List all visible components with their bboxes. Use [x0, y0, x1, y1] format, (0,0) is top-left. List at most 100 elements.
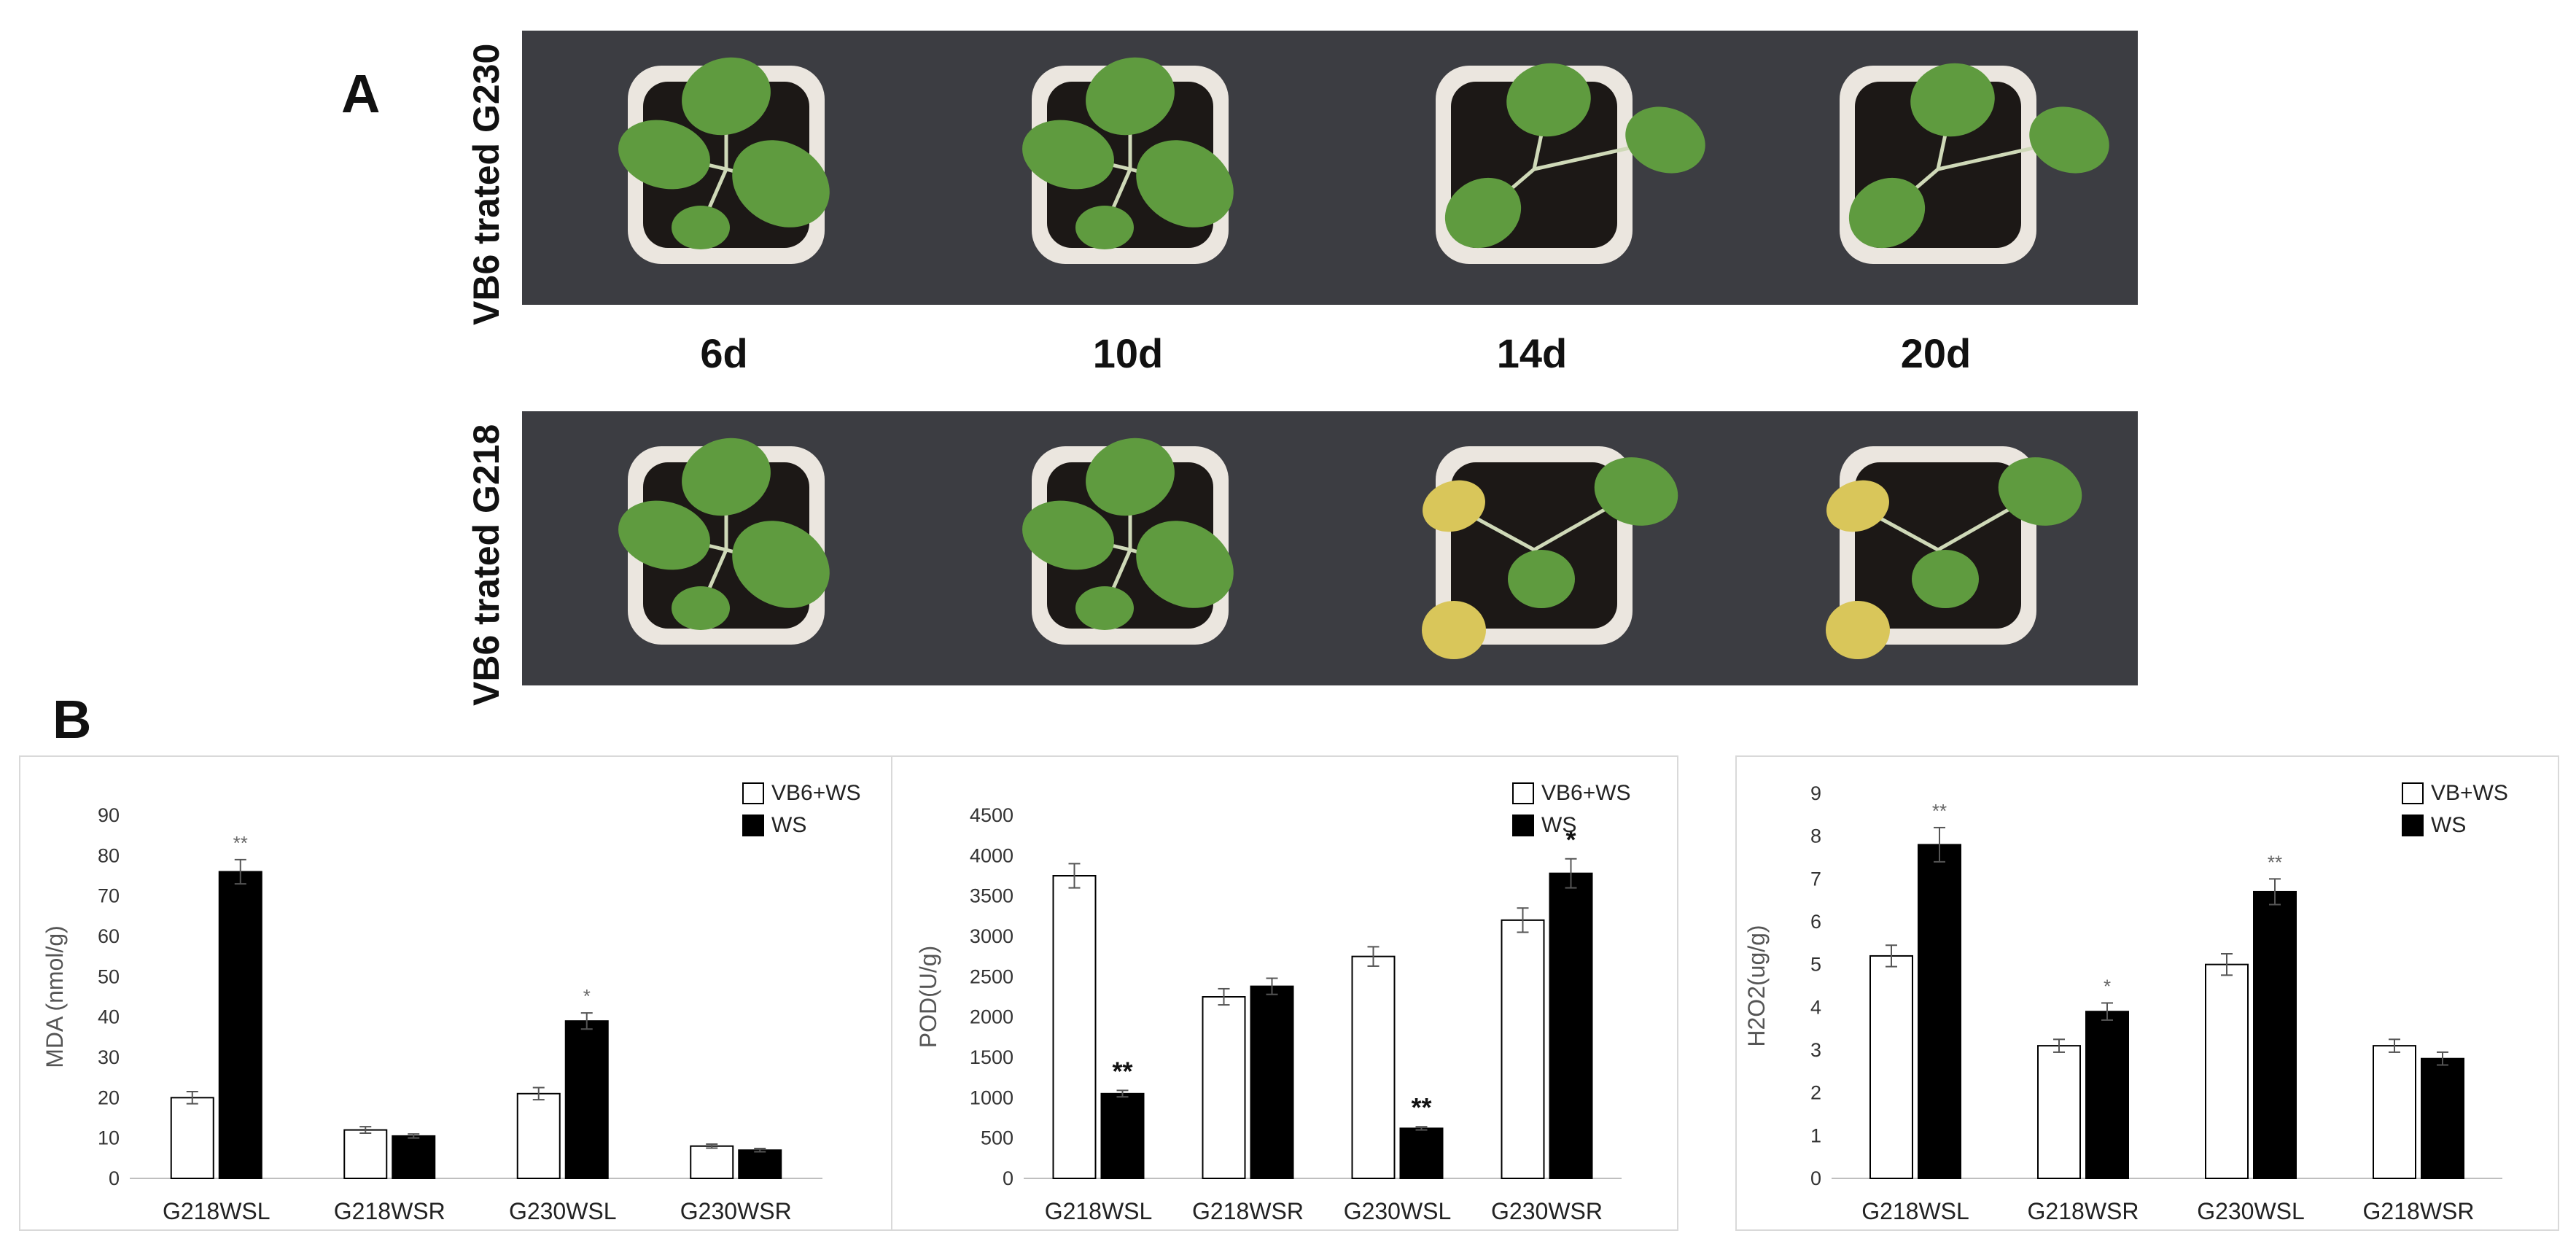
x-tick-label: G218WSR — [2028, 1198, 2139, 1224]
legend-swatch — [2402, 815, 2424, 836]
significance-marker: ** — [233, 832, 248, 854]
photo-g218-6d — [522, 411, 926, 685]
leaf — [1086, 57, 1175, 136]
leaf — [672, 206, 730, 249]
plant-photo-illustration — [926, 31, 1330, 305]
significance-marker: ** — [1112, 1056, 1132, 1086]
leaf — [732, 521, 830, 608]
legend-label: VB6+WS — [771, 781, 861, 805]
leaf — [1136, 521, 1234, 608]
x-tick-label: G218WSL — [1861, 1198, 1969, 1224]
bar — [1399, 1127, 1444, 1179]
bar — [343, 1129, 388, 1180]
y-tick-label: 80 — [98, 844, 120, 866]
leaf — [1506, 63, 1591, 137]
photo-g218-10d — [926, 411, 1330, 685]
leaf — [1136, 140, 1234, 228]
bar — [2037, 1045, 2081, 1179]
photo-g230-20d — [1734, 31, 2138, 305]
bar — [392, 1135, 436, 1180]
bar — [1501, 919, 1545, 1179]
legend-swatch — [742, 782, 764, 804]
y-tick-label: 50 — [98, 965, 120, 987]
leaf — [732, 140, 830, 228]
panel-b-letter: B — [52, 689, 92, 750]
legend-entry: WS — [2402, 809, 2508, 841]
leaf — [1625, 106, 1705, 174]
leaf — [1998, 457, 2082, 526]
y-tick-label: 3500 — [970, 885, 1013, 907]
leaf — [2029, 106, 2109, 174]
plant-photo-illustration — [522, 31, 926, 305]
y-tick-label: 1000 — [970, 1086, 1013, 1108]
yellow-leaf — [1423, 480, 1485, 532]
day-label-6d: 6d — [700, 330, 748, 376]
bar — [2205, 963, 2249, 1179]
plant-photo-illustration — [522, 411, 926, 685]
leaf — [618, 120, 710, 190]
y-tick-label: 500 — [981, 1127, 1013, 1149]
y-axis-label: H2O2(ug/g) — [1743, 925, 1770, 1046]
x-tick-label: G218WSR — [334, 1198, 445, 1224]
bar — [564, 1020, 609, 1180]
legend-entry: WS — [742, 809, 861, 841]
day-label-20d: 20d — [1900, 330, 1972, 376]
leaf — [1444, 177, 1522, 249]
legend-label: WS — [1541, 813, 1577, 837]
leaf — [672, 586, 730, 630]
leaf — [1910, 63, 1995, 137]
y-tick-label: 90 — [98, 804, 120, 826]
chart-pod: 0 500 1000 1500 2000 2500 3000 3500 4000 4500 POD(… — [891, 755, 1678, 1231]
leaf — [1075, 586, 1134, 630]
chart-pod-svg: 0 500 1000 1500 2000 2500 3000 3500 4000 4500 POD(… — [915, 804, 1622, 1224]
panel-a-letter: A — [341, 63, 381, 124]
bar — [1918, 844, 1961, 1180]
legend-entry: VB+WS — [2402, 777, 2508, 809]
x-tick-label: G230WSL — [2197, 1198, 2305, 1224]
bar — [1549, 872, 1593, 1179]
legend-entry: VB6+WS — [1512, 777, 1631, 809]
yellow-leaf — [1826, 601, 1890, 659]
leaf — [1912, 550, 1979, 608]
bar — [1250, 985, 1294, 1179]
x-tick-label: G230WSL — [1344, 1198, 1452, 1224]
leaf — [1022, 120, 1114, 190]
y-tick-label: 2 — [1810, 1082, 1821, 1104]
soil — [1451, 462, 1617, 629]
leaf — [1075, 206, 1134, 249]
significance-marker: ** — [1411, 1092, 1431, 1122]
plant-photo-illustration — [1330, 411, 1734, 685]
y-tick-label: 5 — [1810, 954, 1821, 976]
chart-h2o2-legend: VB+WS WS — [2402, 777, 2508, 841]
y-tick-label: 4 — [1810, 996, 1821, 1018]
plant-photo-illustration — [1734, 31, 2138, 305]
chart-h2o2: 0 1 2 3 4 5 6 7 8 9 H2O2(ug/g) G218WSL G218WSR G230WS… — [1735, 755, 2559, 1231]
legend-label: WS — [2431, 813, 2467, 837]
y-tick-label: 3 — [1810, 1039, 1821, 1061]
row-label-g230: VB6 trated G230 — [466, 43, 507, 325]
y-tick-label: 70 — [98, 885, 120, 907]
leaf — [618, 500, 710, 570]
legend-label: WS — [771, 813, 807, 837]
bar — [690, 1145, 734, 1180]
plant-photo-illustration — [1330, 31, 1734, 305]
bar — [738, 1149, 782, 1179]
significance-marker: * — [583, 985, 591, 1007]
y-tick-label: 4000 — [970, 844, 1013, 866]
y-tick-label: 3000 — [970, 925, 1013, 947]
leaf — [1508, 550, 1575, 608]
chart-mda-legend: VB6+WS WS — [742, 777, 861, 841]
y-tick-label: 1500 — [970, 1046, 1013, 1068]
legend-swatch — [1512, 815, 1534, 836]
leaf — [682, 438, 771, 516]
day-label-14d: 14d — [1496, 330, 1568, 376]
legend-swatch — [1512, 782, 1534, 804]
y-tick-label: 0 — [109, 1167, 120, 1189]
bar — [1202, 996, 1246, 1179]
y-tick-label: 8 — [1810, 825, 1821, 847]
x-tick-label: G218WSL — [1045, 1198, 1153, 1224]
y-tick-label: 30 — [98, 1046, 120, 1068]
photo-g230-10d — [926, 31, 1330, 305]
photo-g218-14d — [1330, 411, 1734, 685]
bar — [2085, 1011, 2129, 1180]
